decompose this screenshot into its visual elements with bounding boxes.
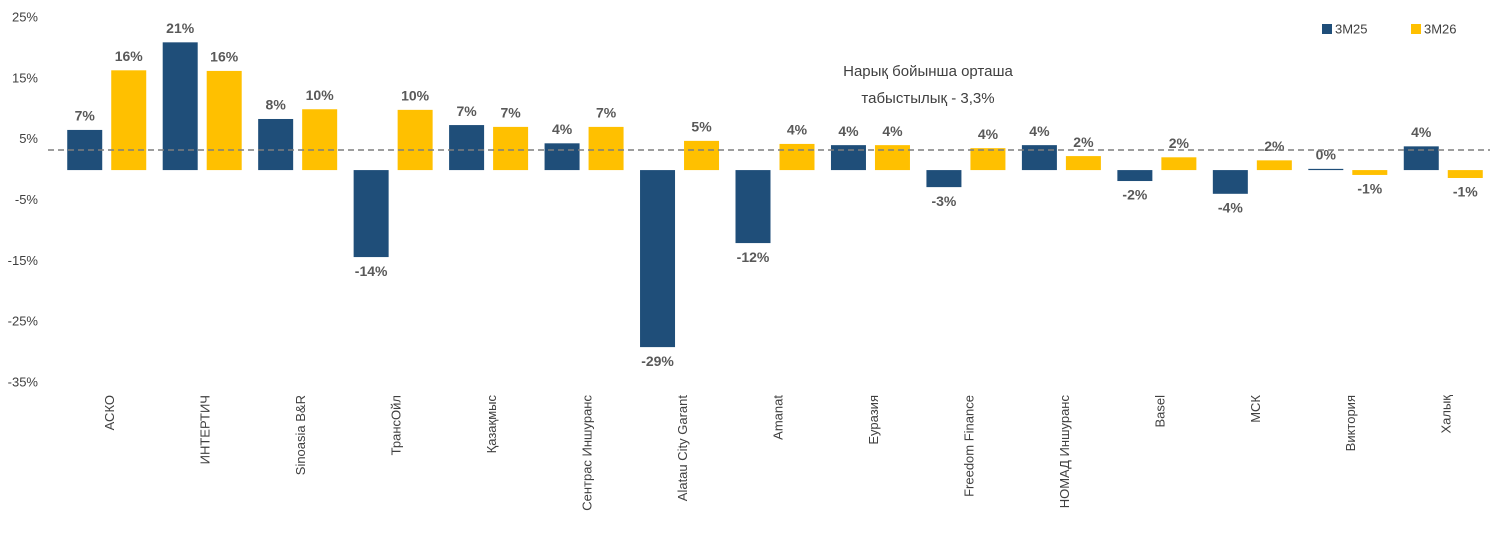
data-label: -29% (641, 353, 674, 369)
bar (493, 126, 529, 171)
data-label: 2% (1169, 135, 1190, 151)
x-tick-label: ТрансОйл (389, 395, 404, 455)
y-tick-label: -35% (8, 374, 39, 389)
bar (449, 125, 485, 171)
x-tick-label: Sinoasia B&R (293, 395, 308, 475)
bar (1352, 170, 1388, 175)
legend-swatch (1322, 24, 1332, 34)
bar (544, 143, 580, 171)
y-tick-label: -15% (8, 253, 39, 268)
data-label: 7% (75, 108, 96, 124)
data-label: 4% (978, 126, 999, 142)
data-label: 4% (787, 122, 808, 138)
y-tick-label: 25% (12, 9, 38, 24)
bar (206, 70, 242, 171)
bar (111, 70, 147, 171)
x-tick-label: АСКО (102, 395, 117, 430)
data-label: -14% (355, 263, 388, 279)
bar (1308, 168, 1344, 171)
reference-label: табыстылық - 3,3% (861, 90, 994, 107)
data-label: 16% (115, 48, 144, 64)
data-label: 7% (596, 105, 617, 121)
y-tick-label: -25% (8, 314, 39, 329)
bar (1021, 145, 1057, 171)
data-label: 16% (210, 49, 239, 65)
reference-label: Нарық бойынша орташа (843, 63, 1013, 80)
x-tick-label: Қазақмыс (484, 395, 499, 454)
y-tick-label: 15% (12, 70, 38, 85)
bar (874, 145, 910, 171)
data-label: -12% (737, 249, 770, 265)
legend-label: 3М25 (1335, 21, 1368, 36)
bar (1403, 146, 1439, 171)
bar (1161, 157, 1197, 171)
bar (588, 126, 624, 171)
bar (1065, 156, 1101, 171)
bar (162, 42, 198, 171)
bar (926, 170, 962, 188)
bar (735, 170, 771, 244)
data-label: 4% (1029, 123, 1050, 139)
x-tick-label: Халық (1439, 395, 1454, 434)
x-tick-label: Сентрас Иншуранс (580, 395, 595, 511)
data-label: -1% (1453, 184, 1478, 200)
bar (640, 170, 676, 348)
data-label: 7% (456, 103, 477, 119)
data-label: -2% (1122, 187, 1147, 203)
bar (1256, 160, 1292, 171)
data-label: 4% (838, 123, 859, 139)
bar (1117, 170, 1153, 182)
bar (779, 143, 815, 171)
data-label: -1% (1357, 181, 1382, 197)
bar (353, 170, 389, 258)
data-label: 2% (1073, 134, 1094, 150)
data-label: 21% (166, 20, 195, 36)
data-label: 5% (691, 119, 712, 135)
bar (970, 148, 1006, 171)
y-tick-label: 5% (19, 131, 38, 146)
bar (397, 109, 433, 171)
x-tick-label: Еуразия (866, 395, 881, 445)
data-label: -4% (1218, 200, 1243, 216)
x-tick-label: МСК (1248, 395, 1263, 423)
data-label: 0% (1316, 147, 1337, 163)
legend-swatch (1411, 24, 1421, 34)
legend-label: 3М26 (1424, 21, 1457, 36)
data-label: 8% (266, 97, 287, 113)
x-tick-label: Виктория (1343, 395, 1358, 451)
bar (258, 118, 294, 171)
data-label: 4% (882, 123, 903, 139)
x-tick-label: Basel (1152, 395, 1167, 428)
data-label: 10% (306, 87, 335, 103)
bar (1447, 170, 1483, 178)
bar (1212, 170, 1248, 194)
x-tick-label: Amanat (770, 395, 785, 440)
x-tick-label: Freedom Finance (961, 395, 976, 497)
data-label: 4% (1411, 124, 1432, 140)
y-tick-label: -5% (15, 192, 39, 207)
x-tick-label: ИНТЕРТИЧ (198, 395, 213, 464)
bar (830, 145, 866, 171)
x-tick-label: Alatau City Garant (675, 395, 690, 502)
x-tick-label: НОМАД Иншуранс (1057, 395, 1072, 509)
data-label: 2% (1264, 138, 1285, 154)
bar (302, 109, 338, 171)
data-label: 4% (552, 121, 573, 137)
data-label: -3% (931, 193, 956, 209)
data-label: 7% (500, 105, 521, 121)
data-label: 10% (401, 88, 430, 104)
bar (684, 140, 720, 171)
